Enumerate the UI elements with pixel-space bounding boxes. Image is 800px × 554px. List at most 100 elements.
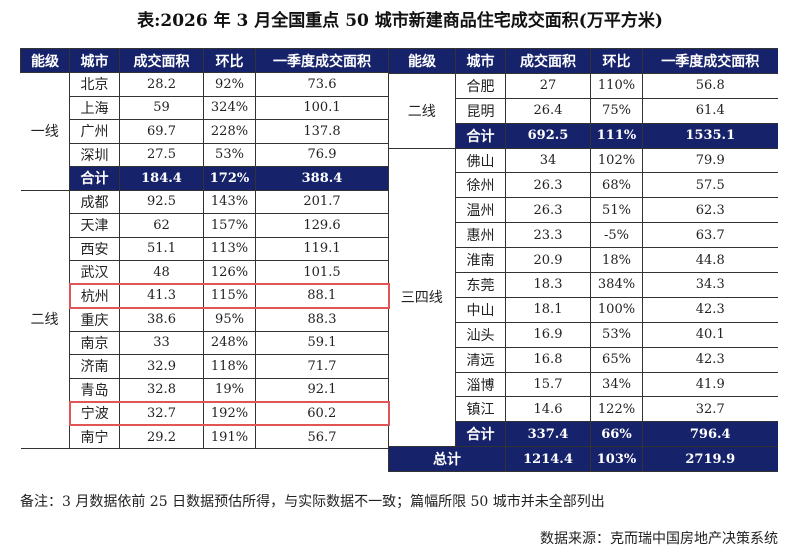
mom-cell: 100%	[590, 296, 643, 323]
city-cell: 徐州	[455, 172, 506, 199]
area-cell: 14.6	[505, 396, 591, 423]
q1-cell: 88.3	[255, 307, 389, 332]
level-cell: 三四线	[388, 147, 456, 448]
area-cell: 23.3	[505, 222, 591, 249]
q1-cell: 71.7	[255, 354, 389, 379]
area-cell: 92.5	[119, 189, 204, 214]
header-area: 成交面积	[505, 48, 591, 74]
q1-cell: 63.7	[642, 222, 778, 249]
level-cell: 二线	[388, 72, 456, 149]
area-cell: 26.3	[505, 172, 591, 199]
table-row: 中山 18.1 100% 42.3	[389, 296, 778, 323]
city-cell: 天津	[69, 213, 120, 238]
q1-cell: 2719.9	[642, 446, 778, 473]
city-cell: 南宁	[69, 424, 120, 449]
area-cell: 34	[505, 147, 591, 174]
table-header-row: 能级 城市 成交面积 环比 一季度成交面积	[388, 48, 778, 74]
mom-cell: 126%	[203, 260, 256, 285]
subtotal-row: 合计 692.5 111% 1535.1	[389, 122, 778, 149]
level-cell: 二线	[20, 189, 70, 449]
city-cell: 惠州	[455, 222, 506, 249]
city-cell: 汕头	[455, 321, 506, 348]
area-cell: 69.7	[119, 119, 204, 144]
q1-cell: 61.4	[642, 97, 778, 124]
table-row: 温州 26.3 51% 62.3	[389, 197, 778, 224]
table-row: 重庆 38.6 95% 88.3	[21, 307, 389, 332]
grand-total-row: 总计 1214.4 103% 2719.9	[388, 446, 778, 473]
area-cell: 16.8	[505, 346, 591, 373]
area-cell: 1214.4	[505, 446, 591, 473]
mom-cell: 51%	[590, 197, 643, 224]
table-title: 表:2026 年 3 月全国重点 50 城市新建商品住宅成交面积(万平方米)	[137, 11, 663, 31]
table-row: 汕头 16.9 53% 40.1	[389, 321, 778, 348]
area-cell: 32.9	[119, 354, 204, 379]
header-mom: 环比	[203, 48, 256, 73]
area-cell: 33	[119, 330, 204, 355]
q1-cell: 73.6	[255, 72, 389, 97]
city-cell: 宁波	[68, 400, 120, 426]
mom-cell: 92%	[203, 72, 256, 97]
mom-cell: 122%	[590, 396, 643, 423]
city-cell: 淮南	[455, 247, 506, 274]
q1-cell: 59.1	[255, 330, 389, 355]
city-cell: 清远	[455, 346, 506, 373]
table-row: 武汉 48 126% 101.5	[21, 260, 389, 285]
mom-cell: 157%	[203, 213, 256, 238]
mom-cell: 248%	[203, 330, 256, 355]
mom-cell: 228%	[203, 119, 256, 144]
mom-cell: 111%	[590, 122, 643, 149]
table-row: 二线 合肥 27 110% 56.8	[388, 72, 778, 149]
area-cell: 18.3	[505, 272, 591, 298]
header-level: 能级	[388, 48, 456, 74]
area-cell: 29.2	[119, 424, 204, 449]
city-cell: 中山	[455, 296, 506, 323]
header-q1: 一季度成交面积	[255, 48, 389, 73]
mom-cell: 172%	[203, 166, 256, 191]
mom-cell: 113%	[203, 236, 256, 261]
table-row: 天津 62 157% 129.6	[21, 213, 389, 238]
header-area: 成交面积	[119, 48, 204, 73]
city-cell: 济南	[69, 354, 120, 379]
area-cell: 41.3	[119, 283, 204, 309]
right-data-table: 能级 城市 成交面积 环比 一季度成交面积 二线 合肥 27 110% 56.8 昆明 26…	[388, 48, 778, 473]
mom-cell: 75%	[590, 97, 643, 124]
table-row: 镇江 14.6 122% 32.7	[389, 396, 778, 423]
mom-cell: 19%	[203, 377, 256, 402]
area-cell: 18.1	[505, 296, 591, 323]
mom-cell: 115%	[203, 283, 256, 309]
q1-cell: 40.1	[642, 321, 778, 348]
header-q1: 一季度成交面积	[642, 48, 778, 74]
city-cell: 昆明	[455, 97, 506, 124]
mom-cell: 110%	[590, 72, 643, 99]
q1-cell: 42.3	[642, 346, 778, 373]
q1-cell: 129.6	[255, 213, 389, 238]
table-row: 清远 16.8 65% 42.3	[389, 346, 778, 373]
city-cell: 镇江	[455, 396, 506, 423]
table-row: 宁波 32.7 192% 60.2	[21, 400, 390, 426]
q1-cell: 42.3	[642, 296, 778, 323]
area-cell: 32.7	[119, 400, 204, 426]
area-cell: 28.2	[119, 72, 204, 97]
table-row: 济南 32.9 118% 71.7	[21, 354, 389, 379]
footnote: 备注：3 月数据依前 25 日数据预估所得，与实际数据不一致；篇幅所限 50 城…	[20, 494, 605, 510]
city-cell: 东莞	[455, 272, 506, 298]
table-row: 上海 59 324% 100.1	[21, 95, 389, 120]
city-cell: 合计	[69, 166, 120, 191]
city-cell: 杭州	[68, 283, 120, 309]
mom-cell: 143%	[203, 189, 256, 214]
table-row: 广州 69.7 228% 137.8	[21, 119, 389, 144]
mom-cell: 103%	[590, 446, 643, 473]
left-data-table: 能级 城市 成交面积 环比 一季度成交面积 一线 北京 28.2 92% 73.6 上海 5…	[20, 48, 390, 449]
area-cell: 26.3	[505, 197, 591, 224]
q1-cell: 1535.1	[642, 122, 778, 149]
mom-cell: -5%	[590, 222, 643, 249]
q1-cell: 57.5	[642, 172, 778, 199]
q1-cell: 79.9	[642, 147, 778, 174]
city-cell: 合肥	[455, 72, 506, 99]
q1-cell: 56.8	[642, 72, 778, 99]
city-cell: 北京	[69, 72, 120, 97]
mom-cell: 68%	[590, 172, 643, 199]
q1-cell: 60.2	[255, 400, 390, 426]
city-cell: 合计	[455, 421, 506, 448]
q1-cell: 388.4	[255, 166, 389, 191]
